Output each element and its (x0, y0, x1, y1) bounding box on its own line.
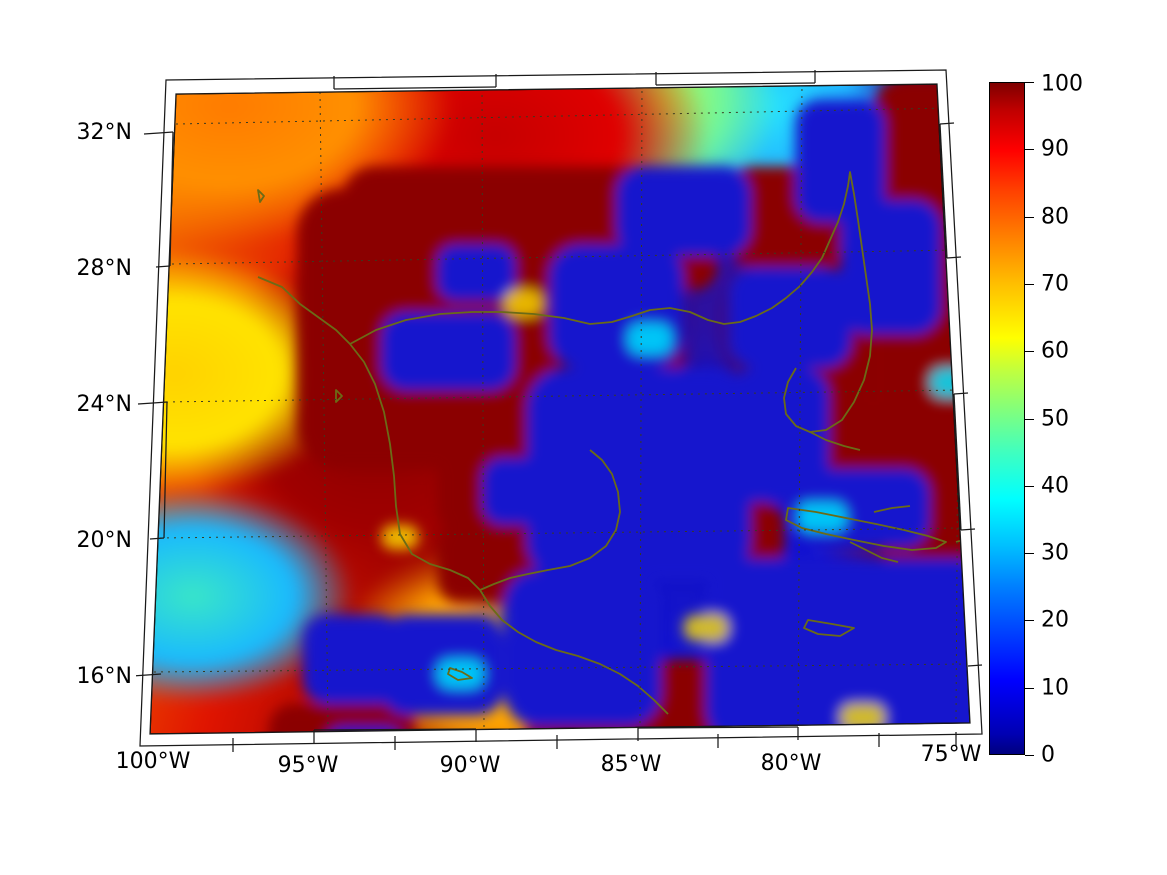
colorbar-tick-30 (1025, 553, 1034, 555)
lon-tick-label-75W: 75°W (920, 742, 982, 767)
lat-tick-label-24N: 24°N (76, 392, 132, 417)
colorbar-label-0: 0 (1041, 742, 1055, 768)
colorbar-label-20: 20 (1041, 607, 1069, 633)
lat-tick-label-32N: 32°N (76, 120, 132, 145)
colorbar-tick-20 (1025, 620, 1034, 622)
colorbar-tick-60 (1025, 351, 1034, 353)
colorbar-label-30: 30 (1041, 540, 1069, 566)
lon-tick-label-85W: 85°W (600, 752, 662, 777)
colorbar-tick-90 (1025, 149, 1034, 151)
map-axes[interactable]: 32°N 28°N 24°N 20°N 16°N 100°W 95°W 90°W… (77, 69, 983, 778)
lon-tick-label-90W: 90°W (439, 753, 501, 778)
colorbar-gradient[interactable] (989, 82, 1025, 755)
colorbar-label-10: 10 (1041, 675, 1069, 701)
colorbar-label-90: 90 (1041, 136, 1069, 162)
colorbar-tick-80 (1025, 216, 1034, 218)
colorbar-tick-40 (1025, 485, 1034, 487)
lat-tick-label-28N: 28°N (76, 256, 132, 281)
lat-tick-label-20N: 20°N (76, 528, 132, 553)
colorbar-tick-100 (1025, 82, 1034, 83)
lon-tick-label-80W: 80°W (760, 751, 822, 776)
lat-tick-label-16N: 16°N (76, 664, 132, 689)
lon-tick-label-100W: 100°W (115, 749, 191, 774)
colorbar-label-70: 70 (1041, 271, 1069, 297)
colorbar-label-80: 80 (1041, 204, 1069, 230)
map-data-area[interactable] (150, 83, 970, 734)
colorbar-label-100: 100 (1041, 71, 1083, 97)
lon-tick-label-95W: 95°W (277, 753, 339, 778)
colorbar-tick-0 (1025, 755, 1034, 756)
colorbar-tick-10 (1025, 687, 1034, 689)
value-colorbar[interactable]: 0 10 20 30 40 50 60 70 80 90 100 (989, 72, 1083, 768)
colorbar-tick-70 (1025, 283, 1034, 285)
colorbar-label-60: 60 (1041, 338, 1069, 364)
colorbar-label-50: 50 (1041, 406, 1069, 431)
colorbar-label-40: 40 (1041, 473, 1069, 499)
colorbar-tick-50 (1025, 418, 1034, 420)
heatmap-speckle-layer (268, 83, 970, 734)
